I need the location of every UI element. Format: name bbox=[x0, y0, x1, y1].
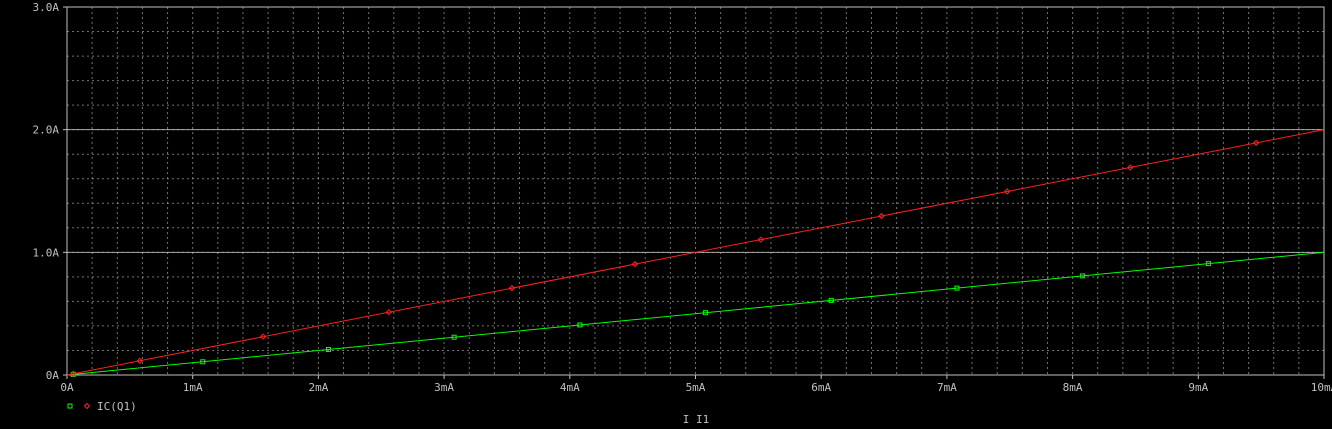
x-tick-label: 9mA bbox=[1188, 381, 1208, 394]
legend-label: IC(Q1) bbox=[97, 400, 137, 413]
x-tick-label: 2mA bbox=[308, 381, 328, 394]
series-line bbox=[67, 252, 1324, 375]
x-tick-label: 8mA bbox=[1063, 381, 1083, 394]
y-tick-label: 2.0A bbox=[33, 124, 60, 137]
legend-marker bbox=[68, 404, 72, 408]
x-tick-label: 1mA bbox=[183, 381, 203, 394]
y-tick-label: 1.0A bbox=[33, 246, 60, 259]
y-tick-label: 0A bbox=[46, 369, 60, 382]
y-tick-label: 3.0A bbox=[33, 1, 60, 14]
x-tick-label: 4mA bbox=[560, 381, 580, 394]
axes bbox=[63, 7, 1324, 379]
x-tick-label: 10mA bbox=[1311, 381, 1332, 394]
x-axis-title: I_I1 bbox=[683, 413, 710, 424]
x-tick-label: 7mA bbox=[937, 381, 957, 394]
x-tick-label: 0A bbox=[60, 381, 74, 394]
x-tick-label: 5mA bbox=[686, 381, 706, 394]
x-tick-label: 6mA bbox=[811, 381, 831, 394]
grid bbox=[67, 7, 1324, 375]
legend: IC(Q1) bbox=[68, 400, 137, 413]
x-tick-label: 3mA bbox=[434, 381, 454, 394]
legend-marker bbox=[85, 404, 90, 409]
tick-labels: 0A 1mA 2mA 3mA 4mA 5mA 6mA 7mA 8mA 9mA 10mA 0A 1.0A 2… bbox=[33, 1, 1332, 394]
